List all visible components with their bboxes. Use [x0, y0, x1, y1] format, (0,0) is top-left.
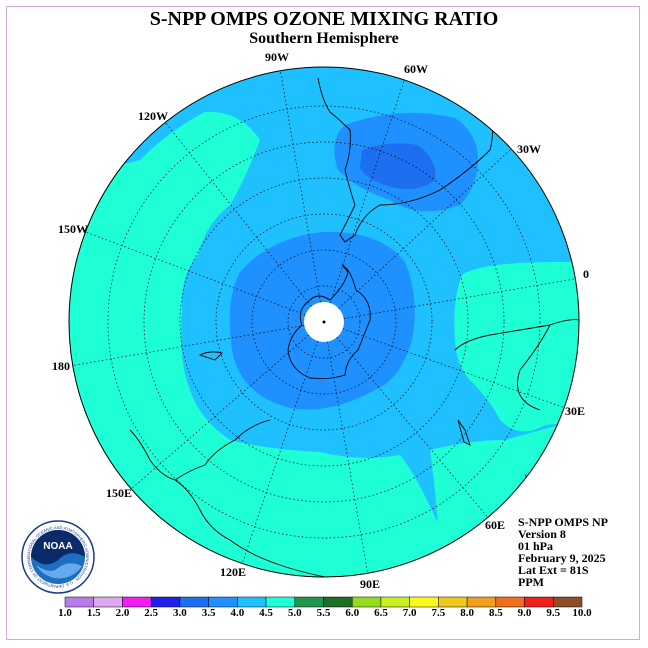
- colorbar-label: 8.0: [460, 607, 474, 619]
- colorbar-swatch: [93, 596, 123, 608]
- colorbar: [64, 596, 583, 608]
- south-pole-marker: [322, 320, 326, 324]
- lon-label-180: 180: [52, 359, 70, 373]
- colorbar-swatch: [64, 596, 94, 608]
- info-lat-extent: Lat Ext = 81S: [518, 563, 589, 577]
- colorbar-label: 3.0: [173, 607, 187, 619]
- map-subtitle: Southern Hemisphere: [249, 30, 399, 47]
- latitude-circles: [107, 105, 541, 539]
- colorbar-swatch: [208, 596, 238, 608]
- colorbar-swatch: [438, 596, 468, 608]
- colorbar-swatch: [179, 596, 209, 608]
- colorbar-swatch: [294, 596, 324, 608]
- colorbar-label: 3.5: [201, 607, 216, 619]
- colorbar-swatch: [265, 596, 296, 608]
- info-units: PPM: [518, 575, 544, 589]
- colorbar-label: 2.5: [144, 607, 159, 619]
- colorbar-swatch: [237, 596, 267, 608]
- info-version: Version 8: [518, 527, 566, 541]
- colorbar-swatch: [409, 596, 439, 608]
- contour-4.5-5.0-west: [69, 111, 470, 577]
- info-instrument: S-NPP OMPS NP: [518, 515, 608, 529]
- colorbar-label: 5.0: [287, 607, 302, 619]
- map-rim: [68, 66, 580, 578]
- colorbar-swatch: [553, 596, 583, 608]
- figure-frame: [6, 6, 640, 640]
- colorbar-label: 8.5: [488, 607, 503, 619]
- colorbar-swatch: [150, 596, 181, 608]
- colorbar-label: 4.0: [230, 607, 245, 619]
- colorbar-label: 10.0: [572, 607, 592, 619]
- colorbar-label: 6.0: [345, 607, 360, 619]
- lon-label-120w: 120W: [138, 109, 168, 123]
- colorbar-swatch: [524, 596, 554, 608]
- info-pressure-level: 01 hPa: [518, 539, 554, 553]
- colorbar-label: 7.5: [431, 607, 446, 619]
- info-date: February 9, 2025: [518, 551, 606, 565]
- colorbar-label: 2.0: [115, 607, 130, 619]
- lon-label-0: 0: [583, 267, 589, 281]
- colorbar-swatch: [495, 596, 525, 608]
- colorbar-label: 5.5: [316, 607, 331, 619]
- colorbar-label: 6.5: [374, 607, 388, 619]
- colorbar-swatch: [323, 596, 353, 608]
- colorbar-swatch: [380, 596, 410, 608]
- lon-label-60e: 60E: [485, 518, 506, 532]
- colorbar-label: 4.5: [259, 607, 273, 619]
- lon-label-120e: 120E: [220, 565, 247, 579]
- lon-label-60w: 60W: [404, 62, 428, 76]
- colorbar-label: 1.5: [86, 607, 101, 619]
- colorbar-label: 9.0: [517, 607, 532, 619]
- colorbar-label: 7.0: [402, 607, 417, 619]
- map-title: S-NPP OMPS OZONE MIXING RATIO: [149, 8, 499, 30]
- lon-label-30e: 30E: [565, 404, 586, 418]
- colorbar-swatch: [466, 596, 497, 608]
- meridians: [69, 68, 579, 576]
- lon-label-150w: 150W: [58, 222, 88, 236]
- lon-label-150e: 150E: [106, 486, 133, 500]
- lon-label-90w: 90W: [265, 50, 289, 64]
- colorbar-swatch: [122, 596, 152, 608]
- noaa-logo-text: NOAA: [43, 541, 72, 552]
- lon-label-90e: 90E: [360, 577, 381, 591]
- lon-label-30w: 30W: [517, 142, 541, 156]
- colorbar-swatch: [351, 596, 382, 608]
- contour-3.0-3.5-core: [360, 143, 436, 189]
- colorbar-label: 9.5: [546, 607, 561, 619]
- colorbar-label: 1.0: [58, 607, 72, 619]
